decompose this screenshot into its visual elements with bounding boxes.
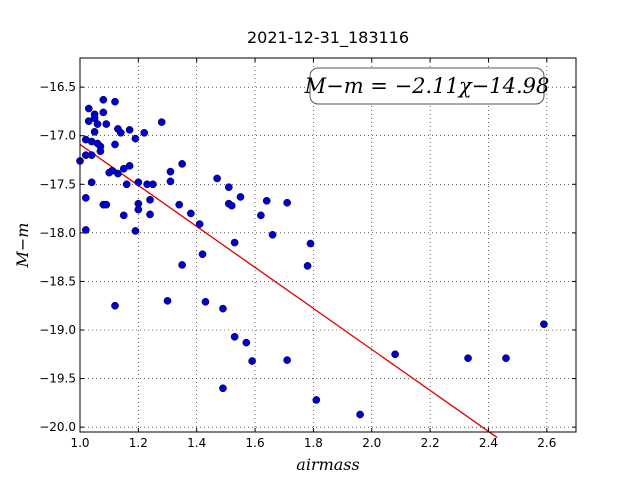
data-point: [166, 177, 175, 186]
data-point: [257, 211, 265, 220]
data-point: [157, 118, 166, 126]
data-point: [84, 104, 93, 113]
annotation-frame: [309, 67, 545, 105]
data-point: [134, 205, 143, 214]
x-tick-label: 1.8: [304, 436, 323, 450]
data-point: [268, 230, 277, 239]
y-tick-label: −16.5: [39, 80, 76, 94]
data-point: [236, 193, 245, 201]
plot-frame: [79, 57, 577, 433]
scatter-points: [76, 95, 548, 419]
fit-line: [79, 143, 498, 439]
data-point: [99, 95, 108, 104]
data-point: [201, 297, 210, 306]
data-point: [178, 261, 186, 269]
data-point: [224, 183, 233, 192]
data-point: [178, 160, 186, 168]
data-point: [303, 262, 312, 270]
data-point: [219, 384, 227, 393]
data-point: [125, 126, 134, 134]
data-point: [248, 357, 256, 365]
data-point: [149, 180, 157, 189]
y-axis-label: M−m: [13, 223, 32, 269]
data-point: [131, 134, 140, 143]
x-tick-label: 1.4: [187, 436, 206, 450]
data-point: [111, 301, 119, 310]
data-point: [283, 198, 292, 207]
data-point: [227, 201, 236, 210]
data-point: [87, 178, 96, 187]
data-point: [213, 174, 221, 183]
data-point: [81, 226, 90, 234]
x-tick-label: 2.6: [537, 436, 556, 450]
x-axis-label: airmass: [296, 455, 359, 474]
data-point: [198, 250, 207, 259]
y-tick-label: −19.0: [39, 323, 76, 337]
data-point: [111, 140, 119, 149]
data-point: [111, 97, 119, 106]
y-tick-label: −17.5: [39, 177, 76, 191]
data-point: [464, 354, 472, 363]
data-point: [102, 120, 111, 128]
annotation-box: M−m = −2.11χ−14.98: [304, 67, 550, 105]
data-point: [175, 200, 184, 209]
data-point: [116, 128, 125, 137]
x-tick-label: 1.6: [246, 436, 265, 450]
data-point: [230, 238, 239, 247]
data-point: [312, 396, 321, 404]
y-tick-label: −20.0: [39, 420, 76, 434]
data-point: [166, 167, 175, 176]
y-axis-ticks: −16.5 −17.0 −17.5 −18.0 −18.5 −19.0 −19.5 −20.0: [39, 80, 576, 434]
fit-line-group: [79, 143, 498, 439]
data-point: [87, 151, 96, 159]
data-point: [163, 297, 172, 305]
x-tick-label: 2.4: [479, 436, 498, 450]
annotation-text: M−m = −2.11χ−14.98: [304, 74, 550, 98]
data-point: [391, 350, 399, 359]
data-point: [99, 108, 108, 117]
x-tick-label: 1.2: [129, 436, 148, 450]
chart-title: 2021-12-31_183116: [247, 28, 409, 48]
x-tick-label: 1.0: [70, 436, 89, 450]
data-point: [195, 220, 204, 228]
data-point: [96, 147, 105, 156]
data-point: [356, 410, 364, 419]
data-point: [125, 161, 134, 170]
data-point: [140, 128, 149, 137]
data-point: [502, 354, 510, 363]
data-point: [283, 356, 292, 364]
data-point: [146, 210, 154, 219]
data-point: [114, 169, 122, 178]
data-point: [187, 209, 195, 218]
x-tick-label: 2.0: [362, 436, 381, 450]
data-point: [122, 180, 131, 189]
data-point: [134, 178, 143, 187]
data-point: [242, 338, 251, 347]
data-point: [93, 120, 102, 128]
data-point: [81, 194, 90, 202]
data-point: [90, 127, 99, 136]
data-point: [262, 196, 271, 205]
data-point: [119, 211, 128, 220]
data-point: [540, 320, 548, 329]
data-point: [230, 332, 239, 341]
data-point: [146, 195, 154, 204]
data-point: [102, 200, 111, 209]
y-tick-label: −19.5: [39, 372, 76, 386]
y-tick-label: −18.0: [39, 226, 76, 240]
x-tick-label: 2.2: [421, 436, 440, 450]
data-point: [306, 239, 315, 248]
y-tick-label: −17.0: [39, 129, 76, 143]
x-axis-ticks: 1.0 1.2 1.4 1.6 1.8 2.0 2.2 2.4 2.6: [70, 58, 556, 450]
data-point: [131, 227, 140, 235]
y-tick-label: −18.5: [39, 274, 76, 288]
data-point: [219, 304, 227, 313]
